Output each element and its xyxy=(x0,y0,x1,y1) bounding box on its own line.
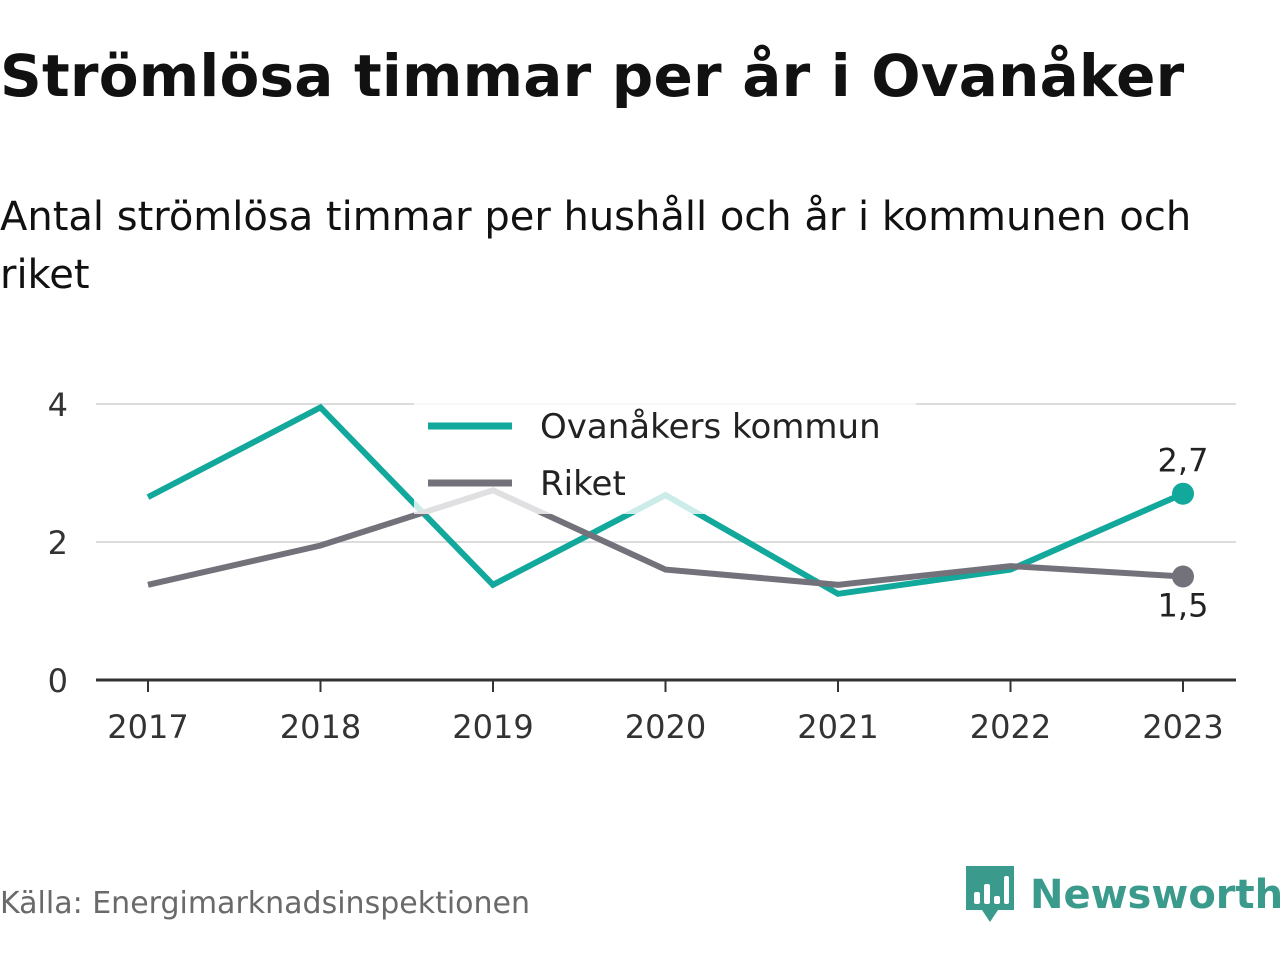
end-label-kommun: 2,7 xyxy=(1158,442,1209,480)
newsworthy-logo-icon xyxy=(966,866,1014,922)
y-tick-label: 4 xyxy=(48,386,68,424)
x-tick-label: 2017 xyxy=(107,708,188,746)
legend-box xyxy=(414,402,916,514)
x-tick-label: 2018 xyxy=(280,708,361,746)
brand: Newsworthy xyxy=(964,862,1280,928)
x-tick-label: 2023 xyxy=(1142,708,1223,746)
y-tick-label: 0 xyxy=(48,662,68,700)
end-labels: 2,7 1,5 xyxy=(1158,442,1209,625)
x-tick-label: 2022 xyxy=(970,708,1051,746)
legend-label: Riket xyxy=(540,464,626,504)
series-end-point xyxy=(1172,565,1194,588)
end-label-riket: 1,5 xyxy=(1158,587,1209,625)
y-tick-label: 2 xyxy=(48,524,68,562)
series-line-1 xyxy=(147,487,1184,588)
legend: Ovanåkers kommun Riket xyxy=(414,402,916,514)
source-note: Källa: Energimarknadsinspektionen xyxy=(0,886,531,921)
brand-name: Newsworthy xyxy=(1030,872,1280,918)
line-chart: 0 2 4 2017 2018 2019 2020 2021 2022 2023 Ovanåke… xyxy=(48,386,1236,746)
x-tick-label: 2019 xyxy=(452,708,533,746)
chart-subtitle: Antal strömlösa timmar per hushåll och å… xyxy=(0,194,1192,298)
y-axis: 0 2 4 xyxy=(48,386,68,700)
series-end-point xyxy=(1172,482,1194,505)
x-tick-label: 2020 xyxy=(625,708,706,746)
x-axis: 2017 2018 2019 2020 2021 2022 2023 xyxy=(96,678,1236,746)
chart-title: Strömlösa timmar per år i Ovanåker xyxy=(0,42,1185,110)
legend-label: Ovanåkers kommun xyxy=(540,407,881,447)
x-tick-label: 2021 xyxy=(797,708,878,746)
